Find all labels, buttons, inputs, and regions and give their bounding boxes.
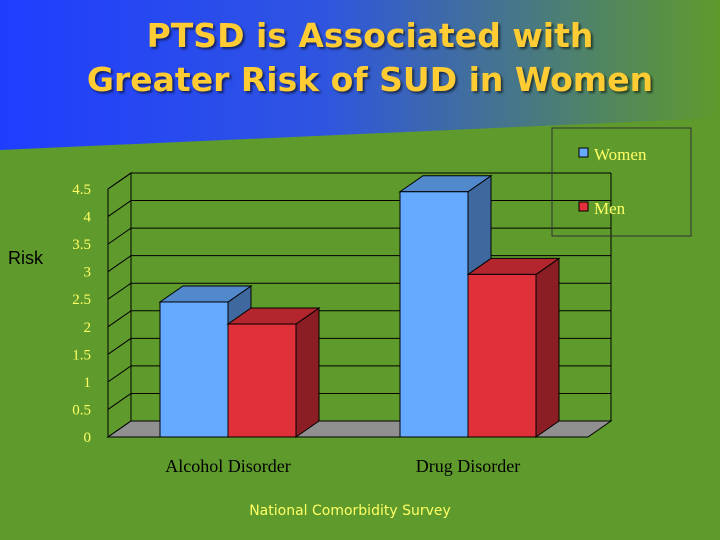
gridline-side <box>107 255 132 273</box>
x-axis-categories: Alcohol Disorder Drug Disorder <box>165 456 520 476</box>
x-category-label: Alcohol Disorder <box>165 456 290 476</box>
bar-front-face <box>399 191 469 438</box>
gridline-side <box>107 310 132 328</box>
y-axis-label: Risk <box>8 248 43 268</box>
x-category-label: Drug Disorder <box>416 456 520 476</box>
y-axis-ticks: 0 0.5 1 1.5 2 2.5 3 3.5 4 4.5 <box>72 182 91 446</box>
legend-swatch-men <box>578 201 589 212</box>
bar-front-face <box>159 301 229 438</box>
chart-bars <box>158 174 561 438</box>
bar-men-1 <box>466 257 561 438</box>
bar-side-face <box>535 257 560 438</box>
legend-swatch-women <box>578 147 589 158</box>
bar-front-face <box>467 273 537 438</box>
gridline-side <box>107 172 132 190</box>
y-tick-label: 0 <box>84 430 92 446</box>
title-line-1: PTSD is Associated with <box>146 16 594 55</box>
y-tick-label: 1 <box>84 375 92 391</box>
y-tick-label: 1.5 <box>72 347 91 363</box>
chart-legend: Women Men <box>551 127 692 237</box>
title-line-2: Greater Risk of SUD in Women <box>86 60 654 99</box>
gridline-side <box>107 200 132 217</box>
side-wall <box>107 172 132 438</box>
bar-side-face <box>295 307 320 438</box>
y-tick-label: 0.5 <box>72 402 91 418</box>
y-tick-label: 3.5 <box>72 237 91 253</box>
slide-title: PTSD is Associated with Greater Risk of … <box>40 14 700 102</box>
y-tick-label: 2 <box>84 320 92 336</box>
legend-label-women: Women <box>594 145 647 164</box>
y-tick-label: 2.5 <box>72 292 91 308</box>
gridline-side <box>107 227 132 245</box>
y-tick-label: 4 <box>84 210 92 226</box>
y-tick-label: 4.5 <box>72 182 91 198</box>
gridline-side <box>107 282 132 300</box>
gridline-side <box>107 393 132 410</box>
gridline-side <box>107 365 132 383</box>
bar-men-0 <box>226 307 321 438</box>
legend-box <box>551 127 692 237</box>
y-tick-label: 3 <box>84 265 92 281</box>
source-caption: National Comorbidity Survey <box>249 503 451 519</box>
legend-label-men: Men <box>594 199 626 218</box>
gridline-side <box>107 337 132 355</box>
bar-front-face <box>227 323 297 438</box>
